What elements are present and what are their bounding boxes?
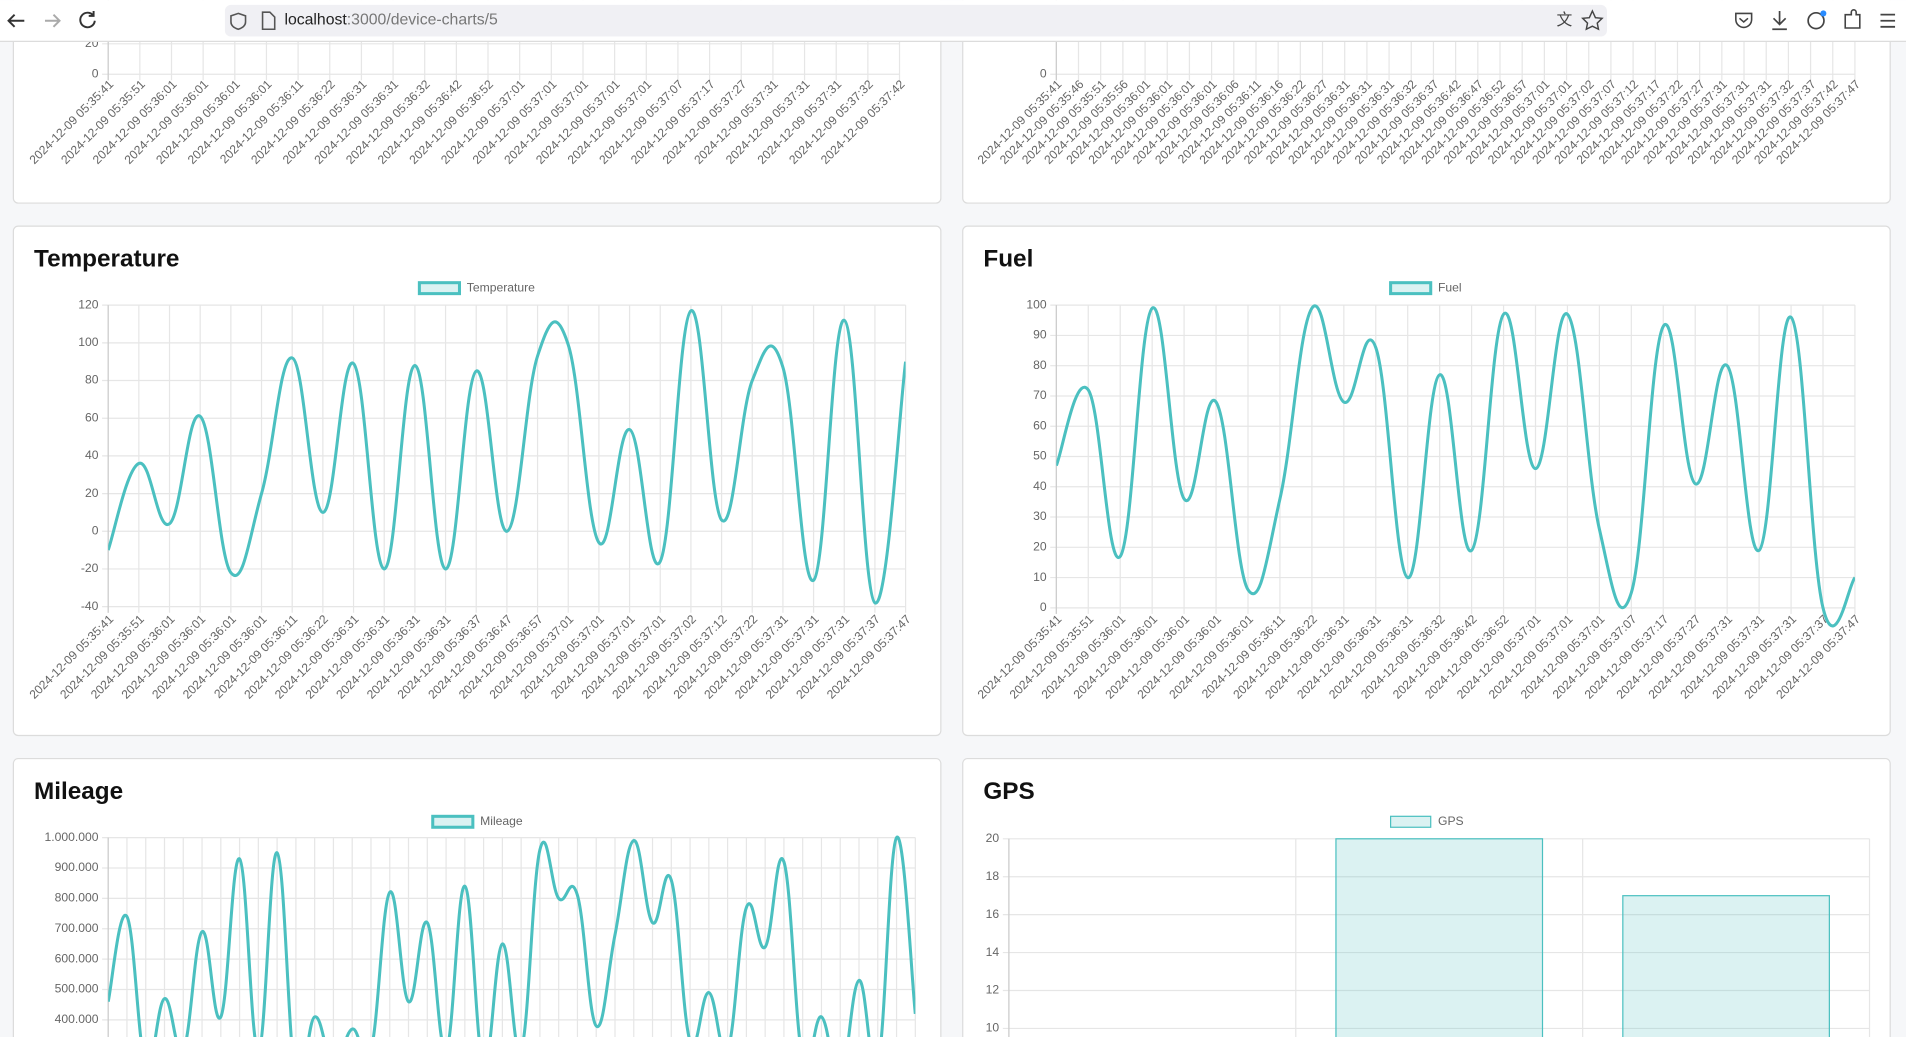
forward-button[interactable] <box>44 13 61 28</box>
y-tick-label: 60 <box>85 410 99 424</box>
account-icon[interactable] <box>1807 11 1825 30</box>
chart: GPS 10 12 14 16 18 20 GPS <box>983 778 1871 1037</box>
data-line <box>108 309 906 605</box>
browser-toolbar: localhost:3000/device-charts/5 文 <box>0 0 1906 43</box>
y-tick-label: 0 <box>1040 600 1047 614</box>
bar <box>1335 838 1544 1037</box>
chart-title: Fuel <box>983 246 1033 273</box>
legend-label: Mileage <box>480 814 523 828</box>
y-tick-label: 500.000 <box>55 982 99 996</box>
y-tick-label: 12 <box>986 983 1000 997</box>
y-tick-label: 80 <box>85 373 99 387</box>
y-tick-label: 400.000 <box>55 1012 99 1026</box>
y-tick-label: 70 <box>1033 388 1047 402</box>
data-line <box>108 836 916 1037</box>
y-tick-label: 16 <box>986 907 1000 921</box>
y-tick-label: 0 <box>92 66 99 80</box>
y-tick-label: 20 <box>1033 540 1047 554</box>
translate-icon[interactable]: 文 <box>1557 11 1573 29</box>
y-tick-label: 1.000.000 <box>44 830 98 844</box>
y-tick-label: -20 <box>81 561 99 575</box>
y-tick-label: -40 <box>81 599 99 613</box>
extensions-icon[interactable] <box>1844 9 1861 29</box>
chart-card <box>962 757 1891 1037</box>
y-tick-label: 600.000 <box>55 951 99 965</box>
legend-swatch <box>431 814 475 829</box>
legend-swatch <box>1389 815 1432 828</box>
url-host: localhost <box>284 12 347 29</box>
y-tick-label: 100 <box>78 335 99 349</box>
chart-title: Mileage <box>34 778 123 805</box>
data-line <box>1056 304 1855 628</box>
y-tick-label: 50 <box>1033 449 1047 463</box>
chart-card <box>12 225 942 737</box>
menu-icon[interactable] <box>1880 13 1896 28</box>
y-tick-label: 30 <box>1033 509 1047 523</box>
back-button[interactable] <box>7 13 25 28</box>
page-icon[interactable] <box>261 11 276 31</box>
y-tick-label: 100 <box>1026 297 1047 311</box>
legend-swatch <box>417 281 462 296</box>
y-tick-label: 20 <box>986 831 1000 845</box>
downloads-icon[interactable] <box>1772 11 1787 31</box>
y-tick-label: 80 <box>1033 358 1047 372</box>
url-bar[interactable] <box>224 4 1607 37</box>
reload-button[interactable] <box>79 11 96 29</box>
chart: Temperature-40-200204060801001202024-12-… <box>27 246 914 702</box>
chart-title: GPS <box>983 778 1034 805</box>
shield-icon[interactable] <box>230 12 247 31</box>
y-tick-label: 120 <box>78 297 99 311</box>
y-tick-label: 40 <box>85 448 99 462</box>
y-tick-label: 18 <box>986 869 1000 883</box>
legend-label: Temperature <box>467 280 535 294</box>
y-tick-label: 10 <box>1033 570 1047 584</box>
y-tick-label: 90 <box>1033 328 1047 342</box>
legend-label: Fuel <box>1438 280 1462 294</box>
y-tick-label: 900.000 <box>55 860 99 874</box>
y-tick-label: 40 <box>1033 479 1047 493</box>
y-tick-label: 20 <box>85 486 99 500</box>
y-tick-label: 0 <box>92 523 99 537</box>
chart-card <box>962 0 1891 204</box>
chart-card <box>12 0 942 204</box>
pocket-icon[interactable] <box>1735 12 1753 29</box>
legend-label: GPS <box>1438 814 1464 828</box>
url[interactable]: localhost:3000/device-charts/5 <box>284 12 498 29</box>
y-tick-label: 0 <box>1040 66 1047 80</box>
y-tick-label: 14 <box>986 945 1000 959</box>
y-tick-label: 700.000 <box>55 921 99 935</box>
y-tick-label: 60 <box>1033 418 1047 432</box>
chart: Mileage 400.000 500.000 600.000 700.000 800.0… <box>34 778 916 1037</box>
legend-swatch <box>1389 281 1433 296</box>
bookmark-star[interactable] <box>1581 9 1604 31</box>
y-tick-label: 800.000 <box>55 891 99 905</box>
account-badge <box>1820 10 1827 17</box>
y-tick-label: 10 <box>986 1021 1000 1035</box>
bar <box>1622 895 1830 1037</box>
url-path: :3000/device-charts/5 <box>347 12 498 29</box>
chart-title: Temperature <box>34 246 179 273</box>
